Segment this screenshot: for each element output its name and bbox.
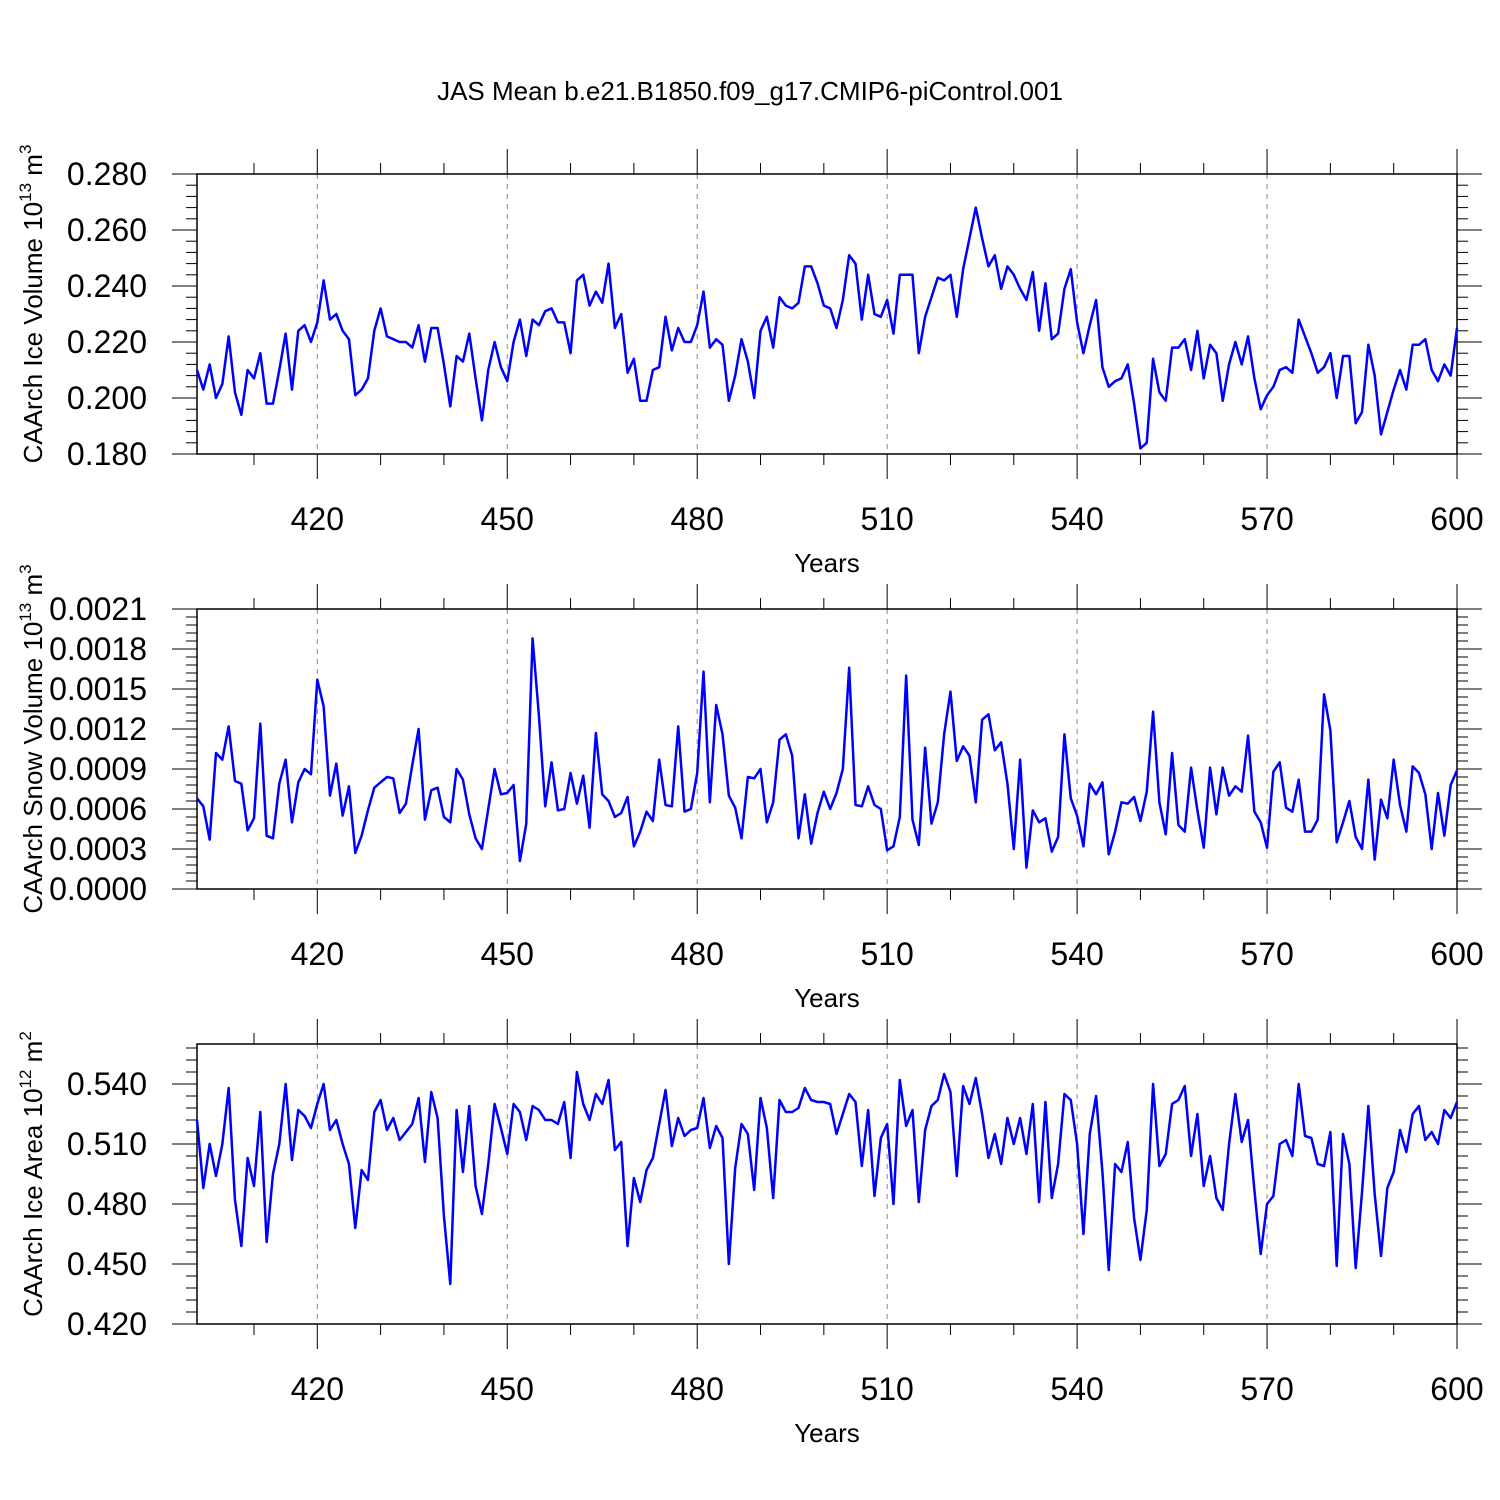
x-tick-label: 600 bbox=[1430, 501, 1483, 537]
y-title-label: CAArch Ice Volume bbox=[18, 231, 48, 464]
y-tick-label: 0.240 bbox=[67, 268, 147, 304]
y-axis-title: CAArch Ice Volume 1013 m3 bbox=[16, 145, 48, 464]
x-tick-label: 480 bbox=[671, 1371, 724, 1407]
y-title-base: 10 bbox=[18, 202, 48, 231]
x-axis-title: Years bbox=[794, 983, 860, 1013]
y-title-unit-exp: 2 bbox=[16, 1031, 35, 1040]
x-tick-label: 450 bbox=[481, 501, 534, 537]
y-tick-label: 0.0012 bbox=[49, 711, 147, 747]
y-tick-label: 0.0015 bbox=[49, 671, 147, 707]
y-tick-label: 0.0021 bbox=[49, 591, 147, 627]
y-tick-label: 0.0003 bbox=[49, 831, 147, 867]
y-tick-label: 0.260 bbox=[67, 212, 147, 248]
x-axis-title: Years bbox=[794, 548, 860, 578]
y-tick-label: 0.0000 bbox=[49, 871, 147, 907]
x-tick-label: 450 bbox=[481, 936, 534, 972]
y-tick-label: 0.0009 bbox=[49, 751, 147, 787]
panel-snow-volume: 420 450 480 510 540 570 600 0.0000 0.0003 0.0006 0… bbox=[16, 564, 1484, 1013]
y-title-base: 10 bbox=[18, 622, 48, 651]
x-tick-label: 480 bbox=[671, 936, 724, 972]
y-tick-label: 0.450 bbox=[67, 1246, 147, 1282]
x-tick-label: 510 bbox=[860, 501, 913, 537]
x-tick-label: 540 bbox=[1050, 1371, 1103, 1407]
y-title-unit-exp: 3 bbox=[16, 564, 35, 573]
x-tick-label: 570 bbox=[1240, 501, 1293, 537]
x-tick-label: 420 bbox=[291, 936, 344, 972]
x-tick-label: 510 bbox=[860, 1371, 913, 1407]
y-title-label: CAArch Snow Volume bbox=[18, 651, 48, 914]
x-tick-label: 420 bbox=[291, 1371, 344, 1407]
x-tick-label: 510 bbox=[860, 936, 913, 972]
x-tick-label: 600 bbox=[1430, 1371, 1483, 1407]
series-line-ice-volume bbox=[195, 206, 1459, 450]
y-title-base: 10 bbox=[18, 1088, 48, 1117]
x-tick-label: 600 bbox=[1430, 936, 1483, 972]
y-title-label: CAArch Ice Area bbox=[18, 1117, 48, 1316]
y-tick-label: 0.280 bbox=[67, 156, 147, 192]
y-tick-label: 0.180 bbox=[67, 436, 147, 472]
x-axis-title: Years bbox=[794, 1418, 860, 1448]
y-title-exp: 13 bbox=[16, 603, 35, 622]
y-tick-label: 0.200 bbox=[67, 380, 147, 416]
x-tick-label: 570 bbox=[1240, 936, 1293, 972]
x-tick-label: 480 bbox=[671, 501, 724, 537]
y-title-unit: m bbox=[18, 574, 48, 603]
y-tick-label: 0.220 bbox=[67, 324, 147, 360]
figure-title: JAS Mean b.e21.B1850.f09_g17.CMIP6-piCon… bbox=[437, 76, 1063, 106]
y-tick-label: 0.510 bbox=[67, 1126, 147, 1162]
x-tick-label: 540 bbox=[1050, 936, 1103, 972]
y-tick-label: 0.0018 bbox=[49, 631, 147, 667]
y-axis-title: CAArch Snow Volume 1013 m3 bbox=[16, 564, 48, 913]
x-tick-label: 570 bbox=[1240, 1371, 1293, 1407]
y-tick-label: 0.0006 bbox=[49, 791, 147, 827]
plot-frame bbox=[196, 608, 1458, 890]
y-tick-label: 0.420 bbox=[67, 1306, 147, 1342]
y-title-unit: m bbox=[18, 154, 48, 183]
panel-ice-area: 420 450 480 510 540 570 600 0.420 0.450 0.480 0.51… bbox=[16, 1019, 1484, 1448]
plot-frame bbox=[196, 173, 1458, 455]
y-title-unit: m bbox=[18, 1041, 48, 1070]
y-tick-label: 0.480 bbox=[67, 1186, 147, 1222]
panel-ice-volume: 420 450 480 510 540 570 600 0.180 0.200 0.220 0.24… bbox=[16, 145, 1484, 578]
y-title-exp: 12 bbox=[16, 1070, 35, 1089]
series-line-ice-area bbox=[195, 1070, 1459, 1286]
y-title-unit-exp: 3 bbox=[16, 145, 35, 154]
y-axis-title: CAArch Ice Area 1012 m2 bbox=[16, 1031, 48, 1317]
plot-frame bbox=[196, 1043, 1458, 1325]
y-tick-label: 0.540 bbox=[67, 1066, 147, 1102]
x-tick-label: 450 bbox=[481, 1371, 534, 1407]
x-tick-label: 540 bbox=[1050, 501, 1103, 537]
y-title-exp: 13 bbox=[16, 183, 35, 202]
x-tick-label: 420 bbox=[291, 501, 344, 537]
series-line-snow-volume bbox=[196, 637, 1459, 869]
